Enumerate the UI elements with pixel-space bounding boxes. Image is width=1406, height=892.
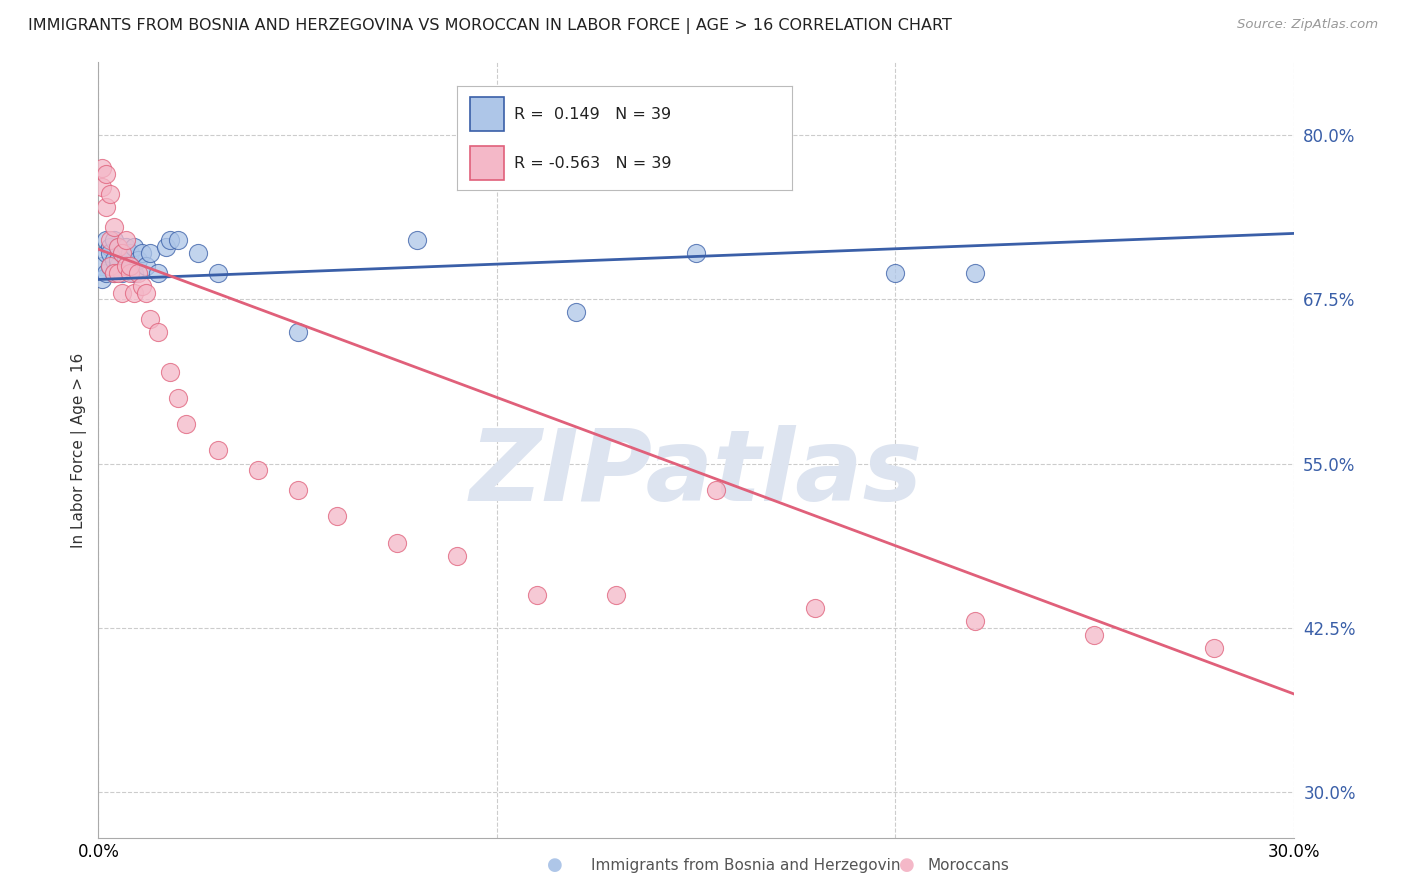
Point: [91, 180, 114, 194]
Point: [605, 588, 627, 602]
Point: [107, 239, 129, 253]
Point: [103, 252, 125, 267]
Point: [120, 260, 142, 274]
Point: [526, 588, 548, 602]
Text: Source: ZipAtlas.com: Source: ZipAtlas.com: [1237, 18, 1378, 31]
Point: [98, 186, 122, 201]
Point: [103, 266, 125, 280]
Point: [96, 200, 118, 214]
Point: [120, 246, 142, 260]
Point: [115, 233, 138, 247]
Point: [139, 312, 162, 326]
Point: [287, 325, 309, 339]
Point: [91, 272, 114, 286]
Point: [115, 239, 138, 253]
Point: [107, 266, 129, 280]
Point: [167, 233, 190, 247]
Point: [385, 535, 409, 549]
Y-axis label: In Labor Force | Age > 16: In Labor Force | Age > 16: [72, 353, 87, 548]
Point: [115, 260, 138, 274]
Point: [127, 252, 149, 267]
Point: [115, 252, 138, 267]
Point: [167, 391, 190, 405]
Point: [96, 233, 118, 247]
Point: [124, 239, 146, 253]
Point: [155, 239, 177, 253]
Point: [287, 483, 309, 497]
Point: [804, 601, 827, 615]
Point: [98, 260, 122, 274]
Point: [207, 443, 229, 458]
Point: [139, 246, 162, 260]
Point: [148, 266, 170, 280]
Point: [135, 260, 157, 274]
Point: [115, 260, 138, 274]
Point: [107, 260, 129, 274]
Point: [207, 266, 229, 280]
Point: [1083, 627, 1105, 641]
Point: [111, 266, 134, 280]
Text: ZIPatlas: ZIPatlas: [470, 425, 922, 522]
Point: [111, 246, 134, 260]
Point: [135, 285, 157, 300]
Point: [96, 246, 118, 260]
Point: [326, 509, 349, 524]
Text: Immigrants from Bosnia and Herzegovina: Immigrants from Bosnia and Herzegovina: [591, 858, 910, 872]
Point: [124, 285, 146, 300]
Point: [98, 239, 122, 253]
Point: [107, 252, 129, 267]
Point: [187, 246, 209, 260]
Point: [159, 233, 181, 247]
Point: [406, 233, 429, 247]
Point: [565, 305, 588, 319]
Point: [96, 167, 118, 181]
Point: [446, 549, 468, 563]
Point: [98, 246, 122, 260]
Point: [685, 246, 707, 260]
Point: [246, 463, 269, 477]
Point: [704, 483, 727, 497]
Point: [884, 266, 907, 280]
Point: [1202, 640, 1225, 655]
Point: [98, 233, 122, 247]
Point: [91, 260, 114, 274]
Point: [98, 260, 122, 274]
Point: [107, 239, 129, 253]
Text: IMMIGRANTS FROM BOSNIA AND HERZEGOVINA VS MOROCCAN IN LABOR FORCE | AGE > 16 COR: IMMIGRANTS FROM BOSNIA AND HERZEGOVINA V…: [28, 18, 952, 34]
Point: [127, 266, 149, 280]
Point: [963, 615, 986, 629]
Point: [91, 161, 114, 175]
Point: [131, 279, 153, 293]
Text: ●: ●: [547, 856, 564, 874]
Point: [120, 266, 142, 280]
Point: [124, 266, 146, 280]
Point: [159, 365, 181, 379]
Point: [96, 266, 118, 280]
Text: Moroccans: Moroccans: [928, 858, 1010, 872]
Point: [111, 285, 134, 300]
Point: [111, 246, 134, 260]
Point: [131, 246, 153, 260]
Point: [148, 325, 170, 339]
Point: [963, 266, 986, 280]
Point: [103, 219, 125, 234]
Point: [120, 260, 142, 274]
Point: [103, 266, 125, 280]
Text: ●: ●: [898, 856, 915, 874]
Point: [174, 417, 197, 432]
Point: [103, 233, 125, 247]
